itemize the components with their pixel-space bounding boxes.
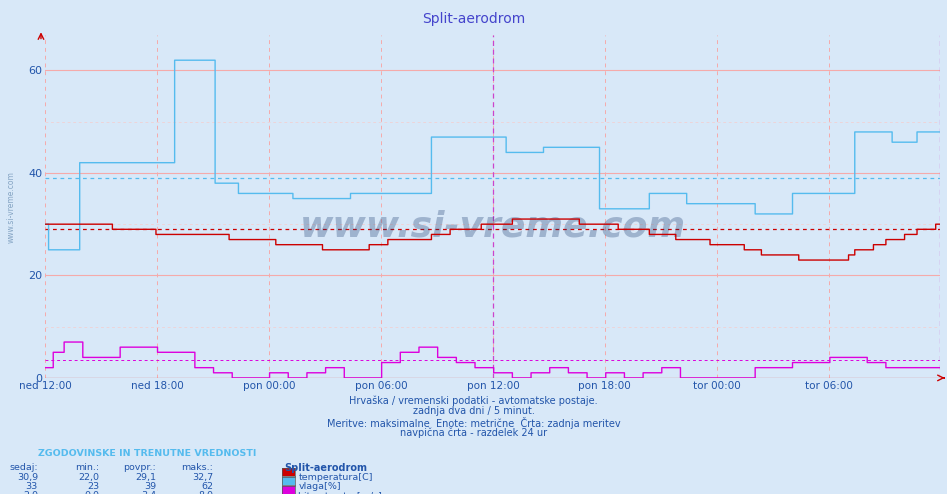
Text: maks.:: maks.:	[181, 463, 213, 472]
Text: 3,4: 3,4	[141, 491, 156, 494]
Text: 29,1: 29,1	[135, 473, 156, 482]
Text: 33: 33	[26, 482, 38, 491]
Text: zadnja dva dni / 5 minut.: zadnja dva dni / 5 minut.	[413, 406, 534, 416]
Text: www.si-vreme.com: www.si-vreme.com	[300, 210, 686, 244]
Text: vlaga[%]: vlaga[%]	[298, 482, 341, 491]
Text: 62: 62	[201, 482, 213, 491]
Text: 30,9: 30,9	[17, 473, 38, 482]
Text: hitrost vetra[m/s]: hitrost vetra[m/s]	[298, 491, 383, 494]
Text: 2,0: 2,0	[23, 491, 38, 494]
Text: www.si-vreme.com: www.si-vreme.com	[7, 171, 16, 244]
Text: Split-aerodrom: Split-aerodrom	[284, 463, 367, 473]
Text: 22,0: 22,0	[79, 473, 99, 482]
Text: ZGODOVINSKE IN TRENUTNE VREDNOSTI: ZGODOVINSKE IN TRENUTNE VREDNOSTI	[38, 449, 257, 457]
Text: Split-aerodrom: Split-aerodrom	[421, 12, 526, 26]
Text: povpr.:: povpr.:	[123, 463, 156, 472]
Text: Hrvaška / vremenski podatki - avtomatske postaje.: Hrvaška / vremenski podatki - avtomatske…	[349, 395, 598, 406]
Text: navpična črta - razdelek 24 ur: navpična črta - razdelek 24 ur	[400, 428, 547, 438]
Text: min.:: min.:	[76, 463, 99, 472]
Text: 23: 23	[87, 482, 99, 491]
Text: Meritve: maksimalne  Enote: metrične  Črta: zadnja meritev: Meritve: maksimalne Enote: metrične Črta…	[327, 417, 620, 429]
Text: sedaj:: sedaj:	[9, 463, 38, 472]
Text: 8,0: 8,0	[198, 491, 213, 494]
Text: 0,0: 0,0	[84, 491, 99, 494]
Text: 32,7: 32,7	[192, 473, 213, 482]
Text: 39: 39	[144, 482, 156, 491]
Text: temperatura[C]: temperatura[C]	[298, 473, 373, 482]
